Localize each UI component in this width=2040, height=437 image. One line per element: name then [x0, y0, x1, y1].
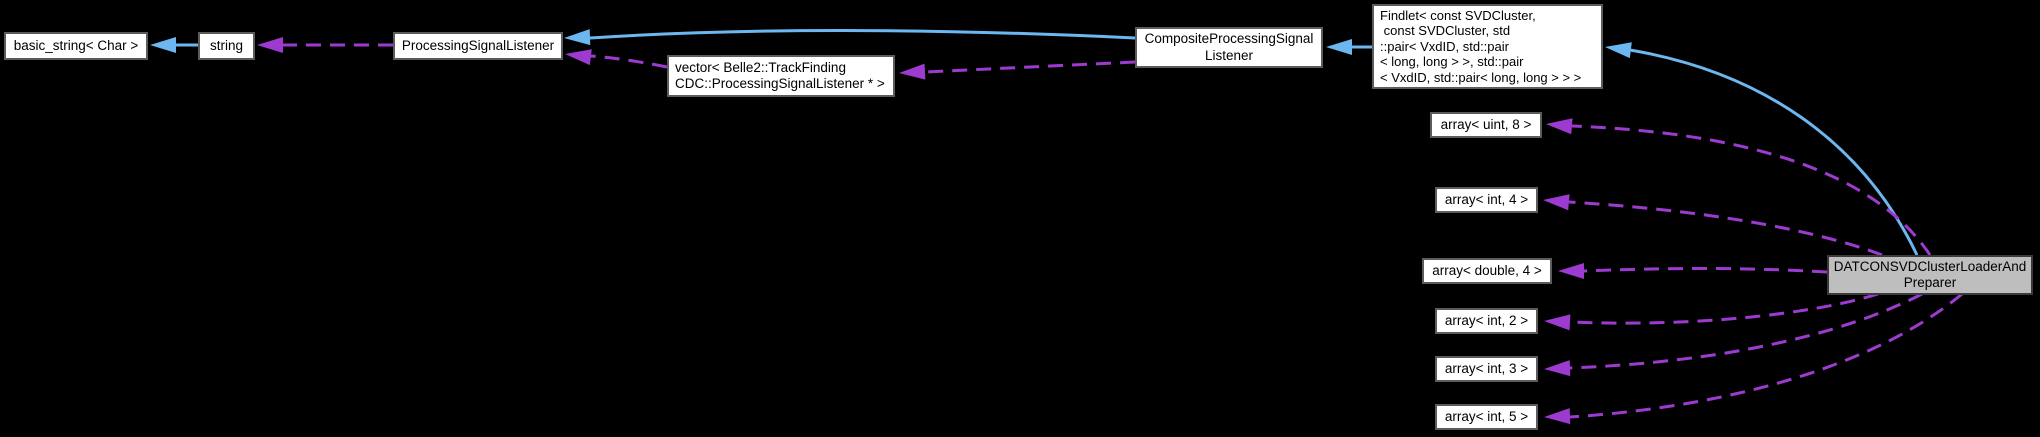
node-label: array< int, 5 > — [1444, 408, 1529, 424]
edge-composite-to-vector — [899, 60, 1136, 80]
edge-datcon-to-array-int2 — [1544, 292, 1879, 331]
edge-datcon-to-array-double4 — [1558, 263, 1828, 279]
node-array-int-5[interactable]: array< int, 5 > — [1435, 404, 1538, 430]
node-string[interactable]: string — [198, 32, 255, 60]
edge-findlet-to-composite — [1326, 39, 1372, 55]
node-label-line: const SVDCluster, std — [1380, 23, 1511, 39]
edge-datcon-to-array-uint8 — [1546, 118, 1932, 256]
edge-datcon-to-array-int5 — [1544, 292, 1963, 425]
node-datcon-svd-cluster-loader-and-preparer: DATCONSVDClusterLoaderAnd Preparer — [1827, 255, 2033, 295]
node-label-line: < long, long > >, std::pair — [1380, 54, 1524, 70]
node-label: string — [209, 37, 243, 53]
edge-vector-to-psl — [565, 49, 668, 69]
node-label-line: Listener — [1204, 47, 1254, 63]
node-findlet[interactable]: Findlet< const SVDCluster, const SVDClus… — [1372, 4, 1603, 89]
node-label: array< double, 4 > — [1432, 262, 1542, 278]
node-label: array< int, 4 > — [1444, 191, 1529, 207]
node-label: array< int, 2 > — [1444, 312, 1529, 328]
edge-psl-to-string — [257, 37, 393, 53]
node-label: ProcessingSignalListener — [401, 37, 555, 53]
node-label-line: CompositeProcessingSignal — [1144, 31, 1314, 46]
edge-datcon-to-findlet — [1605, 42, 1919, 256]
node-label-line: < VxdID, std::pair< long, long > > > — [1380, 69, 1582, 85]
node-array-uint-8[interactable]: array< uint, 8 > — [1430, 112, 1542, 138]
node-vector-processing-signal-listener[interactable]: vector< Belle2::TrackFinding CDC::Proces… — [667, 55, 895, 97]
edge-datcon-to-array-int4 — [1543, 194, 1883, 257]
node-composite-processing-signal-listener[interactable]: CompositeProcessingSignal Listener — [1135, 27, 1323, 68]
node-array-int-2[interactable]: array< int, 2 > — [1435, 308, 1538, 334]
node-label-line: CDC::ProcessingSignalListener * > — [675, 76, 885, 91]
node-processing-signal-listener[interactable]: ProcessingSignalListener — [393, 32, 563, 60]
node-label: array< int, 3 > — [1444, 360, 1529, 376]
node-basic-string[interactable]: basic_string< Char > — [4, 32, 148, 60]
edge-composite-to-psl — [564, 29, 1136, 46]
edge-string-to-basic-string — [150, 37, 198, 53]
node-label-line: DATCONSVDClusterLoaderAnd — [1833, 258, 2027, 274]
node-array-int-3[interactable]: array< int, 3 > — [1435, 356, 1538, 382]
node-label: array< uint, 8 > — [1440, 116, 1532, 132]
node-array-double-4[interactable]: array< double, 4 > — [1422, 258, 1552, 284]
node-array-int-4[interactable]: array< int, 4 > — [1435, 187, 1538, 213]
node-label-line: Preparer — [1903, 275, 1957, 290]
node-label: basic_string< Char > — [13, 37, 139, 53]
node-label-line: ::pair< VxdID, std::pair — [1380, 38, 1509, 54]
node-label-line: Findlet< const SVDCluster, — [1380, 7, 1536, 23]
edge-datcon-to-array-int3 — [1544, 292, 1923, 377]
node-label-line: vector< Belle2::TrackFinding — [675, 59, 846, 75]
